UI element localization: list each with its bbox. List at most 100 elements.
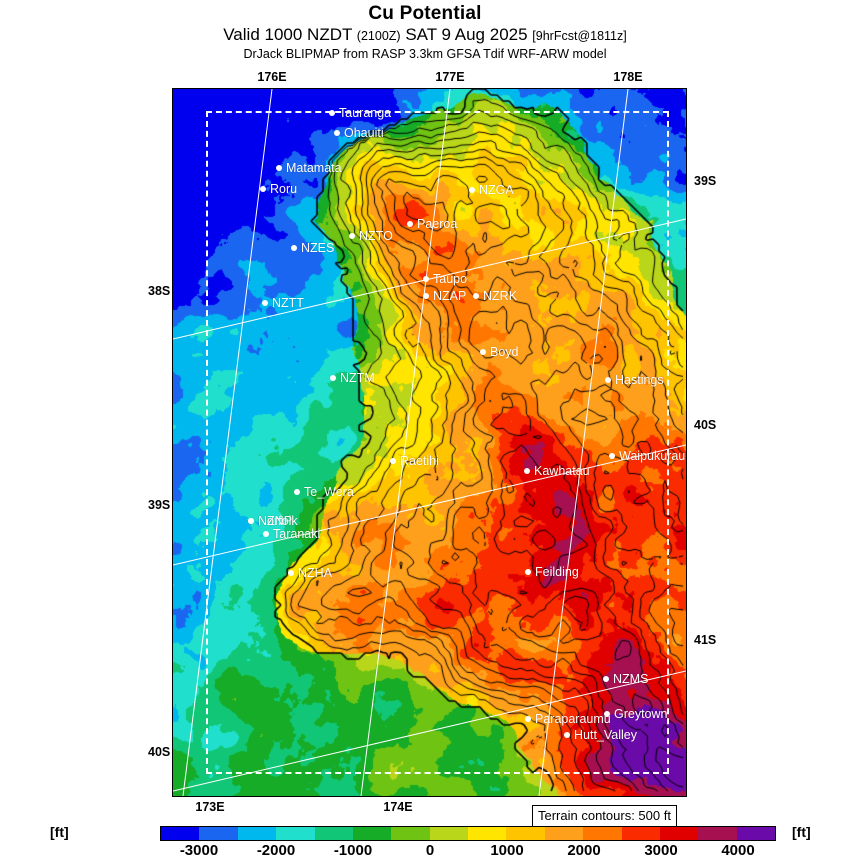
station-marker-Waipukurau[interactable] (609, 453, 615, 459)
colorbar-tick-3000: 3000 (644, 842, 678, 859)
station-label-Paraparaumu: Paraparaumu (535, 712, 611, 726)
graticule-overlay (173, 89, 686, 796)
colorbar-tick--2000: -2000 (256, 842, 296, 859)
colorbar-swatches (160, 826, 776, 841)
station-marker-Hastings[interactable] (605, 377, 611, 383)
axis-label-39S: 39S (148, 498, 171, 512)
forecast-hour-tag: [9hrFcst@1811z] (532, 29, 627, 43)
colorbar-tick-0: 0 (425, 842, 435, 859)
station-label-Tauranga: Tauranga (339, 106, 392, 120)
station-marker-Boyd[interactable] (480, 349, 486, 355)
station-marker-NZMS[interactable] (603, 676, 609, 682)
axis-label-173E: 173E (195, 800, 225, 814)
station-label-Greytown: Greytown (614, 707, 668, 721)
station-marker-Tauranga[interactable] (329, 110, 335, 116)
station-marker-NZHA[interactable] (288, 570, 294, 576)
station-marker-NZNP[interactable] (248, 518, 254, 524)
station-marker-Paeroa[interactable] (407, 221, 413, 227)
station-label-Taranaki: Taranaki (273, 527, 321, 541)
station-marker-NZAP[interactable] (423, 293, 429, 299)
colorbar-band-9 (506, 827, 545, 840)
station-label-Boyd: Boyd (490, 345, 519, 359)
station-label-Raetihi: Raetihi (400, 454, 439, 468)
axis-label-174E: 174E (383, 800, 413, 814)
station-marker-NZGA[interactable] (469, 187, 475, 193)
station-label-NZRK: NZRK (483, 289, 518, 303)
station-label-NZGA: NZGA (479, 183, 514, 197)
colorbar-band-0 (161, 827, 200, 840)
colorbar-band-2 (237, 827, 277, 840)
colorbar-tick-2000: 2000 (567, 842, 601, 859)
weather-map[interactable]: Tauranga Ohauiti Matamata Roru NZGA Paeroa NZT… (172, 88, 687, 797)
station-marker-Matamata[interactable] (276, 165, 282, 171)
station-marker-NZTT[interactable] (262, 300, 268, 306)
station-label-Te_Wera: Te_Wera (304, 485, 354, 499)
axis-label-38S: 38S (148, 284, 171, 298)
station-marker-Kawhatau[interactable] (524, 468, 530, 474)
station-label-Feilding: Feilding (535, 565, 579, 579)
colorbar-unit-left: [ft] (50, 824, 69, 840)
colorbar-band-14 (698, 827, 737, 840)
colorbar-band-15 (736, 827, 775, 840)
colorbar-tick--3000: -3000 (179, 842, 219, 859)
station-marker-Roru[interactable] (260, 186, 266, 192)
colorbar-band-11 (583, 827, 622, 840)
station-marker-Te_Wera[interactable] (294, 489, 300, 495)
axis-label-177E: 177E (435, 70, 465, 84)
colorbar-unit-right: [ft] (792, 824, 811, 840)
station-marker-Greytown[interactable] (604, 711, 610, 717)
station-label-NZTO: NZTO (359, 229, 393, 243)
model-domain-box (206, 111, 669, 774)
station-label-Hastings: Hastings (615, 373, 664, 387)
station-label-Ohauiti: Ohauiti (344, 126, 384, 140)
colorbar-band-13 (659, 827, 699, 840)
station-marker-Paraparaumu[interactable] (525, 716, 531, 722)
colorbar-band-4 (314, 827, 353, 840)
station-marker-NZTO[interactable] (349, 233, 355, 239)
station-marker-Feilding[interactable] (525, 569, 531, 575)
station-label-Roru: Roru (270, 182, 298, 196)
station-label-NZES: NZES (301, 241, 335, 255)
colorbar-band-10 (544, 827, 584, 840)
station-label-Paeroa: Paeroa (417, 217, 458, 231)
station-marker-Ohauiti[interactable] (334, 130, 340, 136)
valid-time-main: Valid 1000 NZDT (223, 25, 353, 44)
colorbar: [ft] [ft] -3000 -2000 -1000 0 1000 2000 3000 40… (0, 824, 850, 860)
axis-label-40S: 40S (694, 418, 717, 432)
valid-date: SAT 9 Aug 2025 (405, 25, 528, 44)
station-label-Kawhatau: Kawhatau (534, 464, 590, 478)
station-label-NZTT: NZTT (272, 296, 304, 310)
station-label-NZNP: NZNP (258, 514, 293, 528)
station-marker-Raetihi[interactable] (390, 458, 396, 464)
cu-potential-raster (173, 89, 686, 796)
colorbar-band-6 (391, 827, 430, 840)
station-marker-Taupo[interactable] (423, 276, 429, 282)
station-marker-Taranaki[interactable] (263, 531, 269, 537)
station-label-NZAP: NZAP (433, 289, 467, 303)
colorbar-band-8 (468, 827, 507, 840)
axis-label-39S: 39S (694, 174, 717, 188)
station-marker-NZES[interactable] (291, 245, 297, 251)
station-label-Hutt_Valley: Hutt_Valley (574, 728, 637, 742)
station-marker-Hutt_Valley[interactable] (564, 732, 570, 738)
colorbar-tick-4000: 4000 (721, 842, 755, 859)
colorbar-band-7 (429, 827, 468, 840)
station-marker-NZRK[interactable] (473, 293, 479, 299)
colorbar-band-12 (621, 827, 660, 840)
station-marker-NZTM[interactable] (330, 375, 336, 381)
page-title: Cu Potential (368, 3, 482, 24)
valid-time-zulu: (2100Z) (356, 29, 401, 43)
colorbar-band-3 (276, 827, 315, 840)
station-label-NZTM: NZTM (340, 371, 375, 385)
valid-time-line: Valid 1000 NZDT (2100Z) SAT 9 Aug 2025 [… (0, 25, 850, 46)
model-description: DrJack BLIPMAP from RASP 3.3km GFSA Tdif… (243, 47, 607, 61)
terrain-contour-note: Terrain contours: 500 ft (532, 805, 677, 827)
station-label-NZHA: NZHA (298, 566, 333, 580)
station-label-Norfolk: Norfolk (258, 514, 298, 528)
colorbar-tick--1000: -1000 (333, 842, 373, 859)
axis-label-41S: 41S (694, 633, 717, 647)
station-label-Matamata: Matamata (286, 161, 342, 175)
colorbar-band-5 (352, 827, 392, 840)
axis-label-40S: 40S (148, 745, 171, 759)
header: Cu Potential Valid 1000 NZDT (2100Z) SAT… (0, 0, 850, 62)
